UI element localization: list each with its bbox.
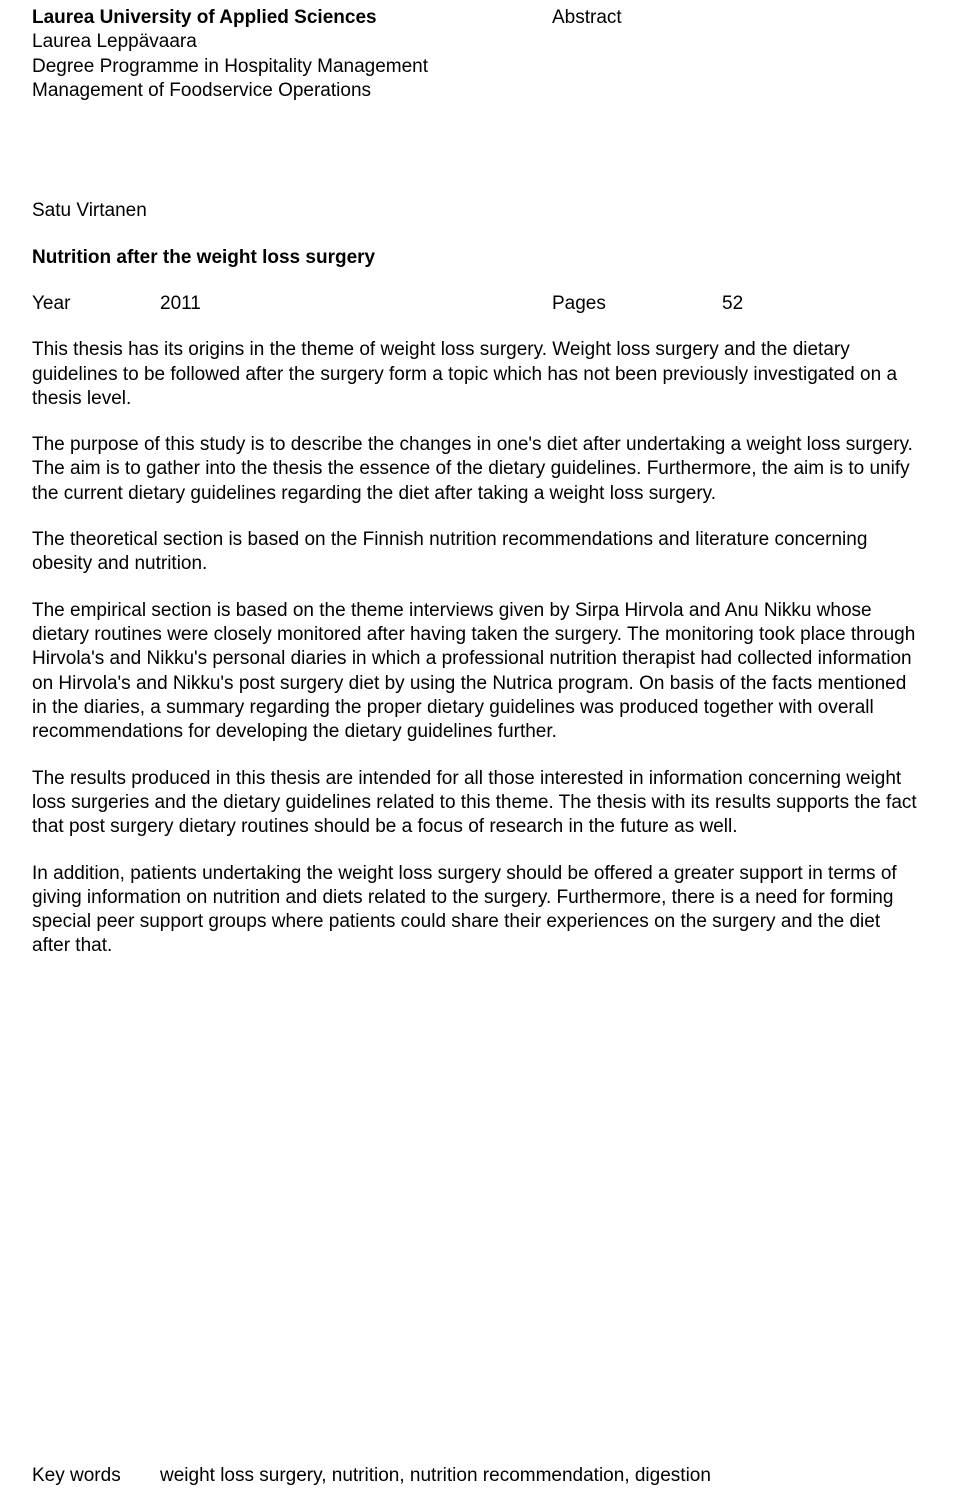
keywords-value: weight loss surgery, nutrition, nutritio… [160,1464,711,1488]
pages-label: Pages [552,292,722,316]
thesis-title: Nutrition after the weight loss surgery [32,246,920,270]
year-pages-row: Year 2011 Pages 52 [32,292,920,316]
abstract-paragraph-1: This thesis has its origins in the theme… [32,338,920,411]
campus-line: Laurea Leppävaara [32,30,920,54]
abstract-paragraph-4: The empirical section is based on the th… [32,599,920,745]
keywords-row: Key words weight loss surgery, nutrition… [32,1464,711,1488]
author-name: Satu Virtanen [32,199,920,223]
header-block: Laurea University of Applied Sciences Ab… [32,6,920,103]
management-line: Management of Foodservice Operations [32,79,920,103]
abstract-paragraph-5: The results produced in this thesis are … [32,767,920,840]
abstract-paragraph-3: The theoretical section is based on the … [32,528,920,577]
abstract-paragraph-6: In addition, patients undertaking the we… [32,862,920,959]
year-value: 2011 [160,292,552,316]
pages-value: 52 [722,292,743,316]
university-name: Laurea University of Applied Sciences [32,6,377,30]
keywords-label: Key words [32,1464,160,1488]
abstract-paragraph-2: The purpose of this study is to describe… [32,433,920,506]
header-row-1: Laurea University of Applied Sciences Ab… [32,6,920,30]
year-label: Year [32,292,160,316]
programme-line: Degree Programme in Hospitality Manageme… [32,55,920,79]
abstract-label: Abstract [552,6,622,30]
